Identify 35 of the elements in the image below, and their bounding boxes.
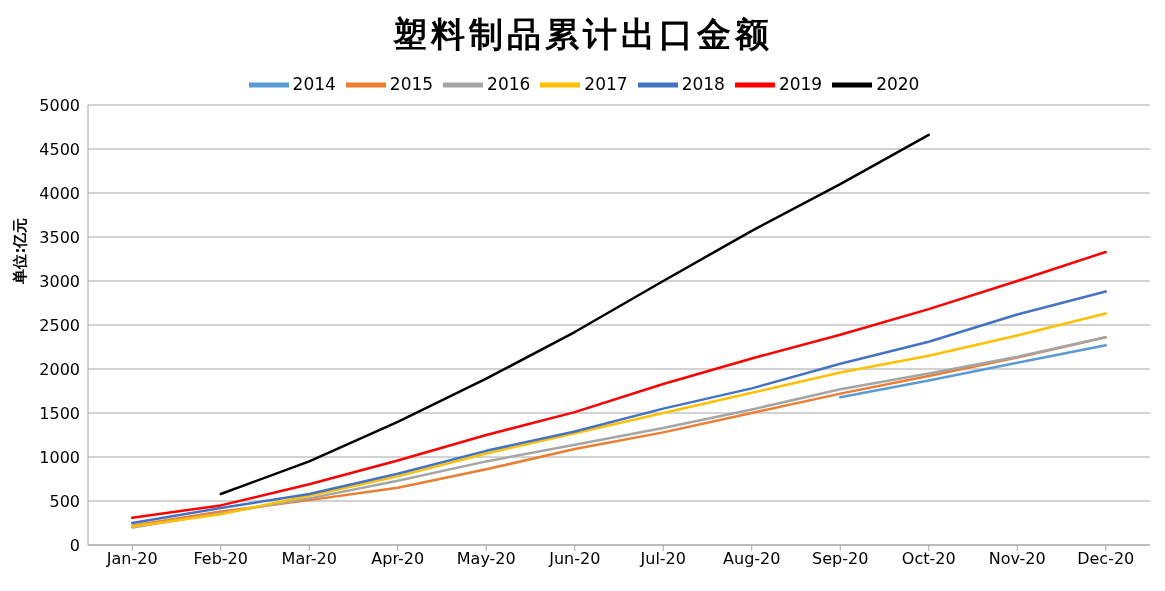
x-tick-label: Sep-20 bbox=[812, 549, 869, 569]
legend-label: 2015 bbox=[389, 74, 434, 94]
x-tick-label: Apr-20 bbox=[371, 549, 425, 569]
y-tick-label: 1000 bbox=[39, 447, 80, 467]
chart-title: 塑料制品累计出口金额 bbox=[392, 13, 774, 56]
x-tick-label: Aug-20 bbox=[723, 549, 781, 569]
x-tick-label: Jul-20 bbox=[639, 549, 686, 569]
y-tick-label: 2500 bbox=[39, 315, 80, 335]
y-tick-label: 4000 bbox=[39, 183, 80, 203]
x-tick-label: Oct-20 bbox=[901, 549, 956, 569]
y-tick-label: 5000 bbox=[39, 95, 80, 115]
legend-label: 2014 bbox=[292, 74, 336, 94]
y-tick-label: 4500 bbox=[39, 139, 80, 159]
x-tick-label: Nov-20 bbox=[988, 549, 1046, 569]
line-series bbox=[219, 133, 930, 496]
legend-label: 2016 bbox=[487, 74, 531, 94]
x-tick-label: Jun-20 bbox=[548, 549, 601, 569]
x-tick-label: Jan-20 bbox=[105, 549, 158, 569]
x-tick-label: May-20 bbox=[456, 549, 516, 569]
y-tick-label: 3500 bbox=[39, 227, 80, 247]
x-tick-label: Dec-20 bbox=[1077, 549, 1135, 569]
legend-label: 2017 bbox=[584, 74, 628, 94]
y-tick-label: 3000 bbox=[39, 271, 80, 291]
legend-label: 2019 bbox=[778, 74, 823, 94]
x-tick-label: Feb-20 bbox=[193, 549, 248, 569]
x-tick-label: Mar-20 bbox=[281, 549, 337, 569]
y-axis-title: 单位:亿元 bbox=[10, 217, 30, 283]
y-tick-label: 500 bbox=[49, 491, 80, 511]
y-tick-label: 0 bbox=[69, 535, 80, 555]
y-tick-label: 1500 bbox=[39, 403, 80, 423]
legend-label: 2018 bbox=[681, 74, 725, 94]
line-series bbox=[839, 343, 1107, 399]
y-tick-label: 2000 bbox=[39, 359, 80, 379]
legend-label: 2020 bbox=[876, 74, 920, 94]
line-series bbox=[131, 250, 1107, 519]
